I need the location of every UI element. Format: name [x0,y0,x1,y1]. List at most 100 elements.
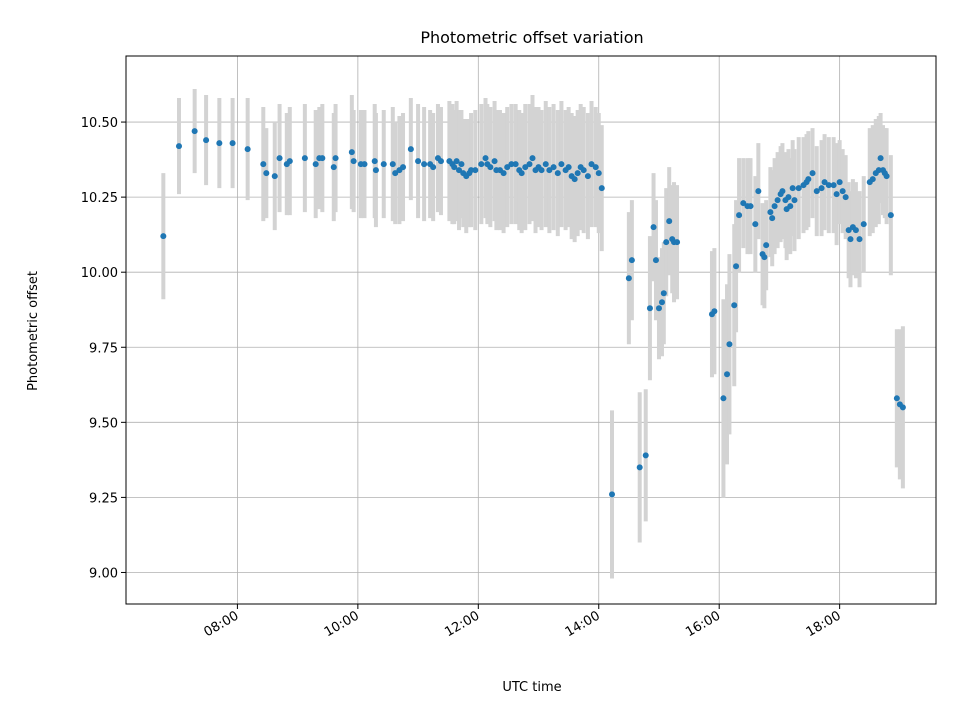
data-point [389,161,396,168]
data-point [875,167,882,174]
data-point [636,464,643,471]
data-point [332,155,339,162]
data-point [821,179,828,186]
data-point [584,173,591,180]
x-tick-label: 10:00 [322,608,362,640]
data-point [330,164,337,171]
data-point [407,146,414,153]
data-point [554,170,561,177]
data-point [771,203,778,210]
data-point [628,257,635,264]
data-point [571,176,578,183]
data-point [456,167,463,174]
data-point [789,185,796,192]
data-point [504,164,511,171]
data-point [655,305,662,312]
data-point [726,341,733,348]
data-point [805,176,812,183]
data-point [825,182,832,189]
data-point [747,203,754,210]
data-point [392,170,399,177]
data-point [856,236,863,243]
data-point [529,155,536,162]
data-point [380,161,387,168]
x-tick-label: 16:00 [683,608,723,640]
data-point [625,275,632,282]
data-point [203,137,210,144]
data-point [276,155,283,162]
data-point [813,188,820,195]
data-point [836,179,843,186]
x-tick-label: 18:00 [804,608,844,640]
x-tick-label: 14:00 [563,608,603,640]
data-point [711,308,718,315]
data-point [847,236,854,243]
data-point [491,158,498,165]
data-point [830,182,837,189]
data-point [731,302,738,309]
data-point [546,167,553,174]
data-point [663,239,670,246]
data-point [724,371,731,378]
data-point [558,161,565,168]
data-point [839,188,846,195]
data-point [271,173,278,180]
data-point [526,161,533,168]
data-point [761,254,768,261]
data-point [899,404,906,411]
data-point [595,170,602,177]
data-point [658,299,665,306]
data-point [478,161,485,168]
data-point [565,164,572,171]
data-point [785,194,792,201]
y-tick-label: 9.50 [89,416,118,431]
data-point [809,170,816,177]
data-point [312,161,319,168]
y-tick-label: 9.25 [89,491,118,506]
data-point [883,173,890,180]
y-tick-label: 9.75 [89,341,118,356]
data-point [229,140,236,147]
data-point [458,161,465,168]
data-point [500,170,507,177]
data-point [774,197,781,204]
data-point [372,167,379,174]
chart-title: Photometric offset variation [420,28,643,47]
y-tick-label: 10.25 [81,191,118,206]
data-point [893,395,900,402]
data-point [660,290,667,297]
data-point [860,221,867,228]
data-point [833,191,840,198]
data-point [787,203,794,210]
data-point [580,167,587,174]
data-point [437,158,444,165]
data-point [472,167,479,174]
data-point [842,194,849,201]
data-point [244,146,251,153]
data-point [650,224,657,231]
data-point [512,161,519,168]
data-point [260,161,267,168]
data-point [767,209,774,216]
data-point [538,167,545,174]
data-point [301,155,308,162]
data-point [160,233,167,240]
data-point [769,215,776,222]
data-point [887,212,894,219]
data-point [350,158,357,165]
data-point [779,188,786,195]
data-point [487,164,494,171]
data-point [550,164,557,171]
x-axis-label: UTC time [502,680,561,695]
data-point [482,155,489,162]
data-point [733,263,740,270]
data-point [592,164,599,171]
data-point [740,200,747,207]
data-point [791,197,798,204]
error-bars [161,89,905,579]
data-point [348,149,355,156]
data-point [453,158,460,165]
data-point [400,164,407,171]
data-point [175,143,182,150]
